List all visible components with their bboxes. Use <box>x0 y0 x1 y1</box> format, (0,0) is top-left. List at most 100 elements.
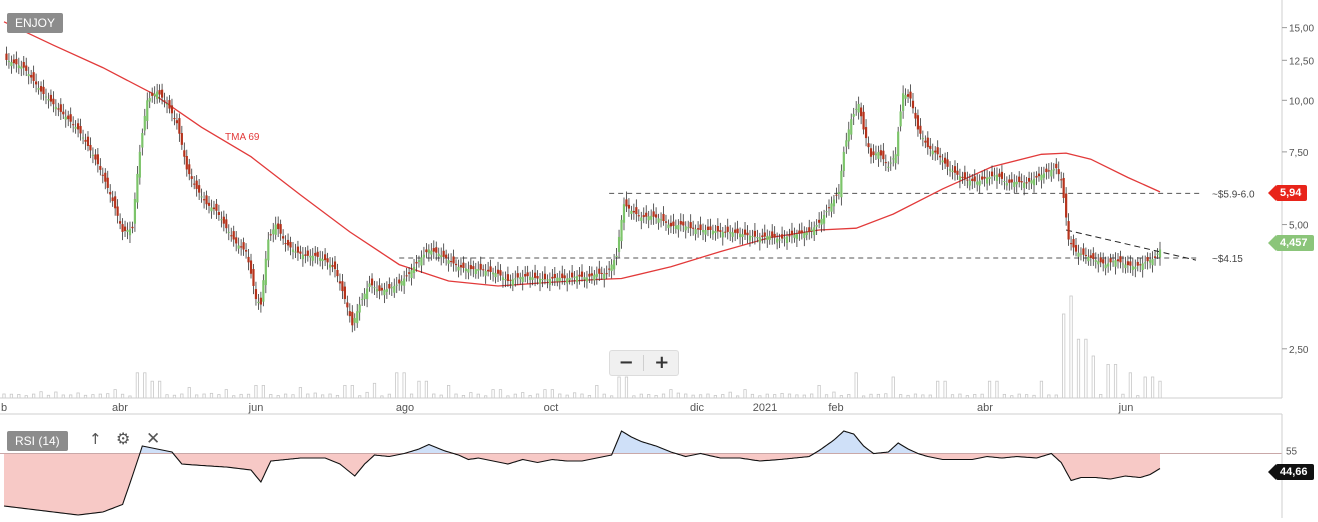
candle-body <box>657 218 660 223</box>
ma-label: TMA 69 <box>225 132 260 143</box>
candle-body <box>188 164 191 175</box>
candle-body <box>326 258 329 263</box>
candle-body <box>314 252 317 256</box>
arrow-up-icon[interactable]: ↑ <box>89 430 102 448</box>
candle-body <box>936 147 939 155</box>
volume-bar <box>899 394 903 399</box>
candle-body <box>148 98 151 102</box>
candle-body <box>143 115 146 131</box>
candle-body <box>37 87 40 90</box>
candle-body <box>850 119 853 135</box>
candle-body <box>877 151 880 159</box>
volume-bar <box>639 393 643 399</box>
candle-body <box>758 237 761 243</box>
candle-body <box>1032 178 1036 186</box>
candle-body <box>921 138 924 140</box>
volume-bar <box>973 394 977 399</box>
candle-body <box>1027 177 1031 182</box>
candle-body <box>425 249 428 253</box>
candle-body <box>15 58 18 65</box>
candle-body <box>939 155 942 158</box>
candle-body <box>390 287 393 289</box>
candle-body <box>620 219 623 242</box>
volume-bar <box>209 392 214 399</box>
y-tick-label: 5,00 <box>1289 221 1309 232</box>
volume-bar <box>298 387 303 399</box>
candle-body <box>682 221 685 226</box>
candle-body <box>558 277 561 282</box>
candle-body <box>563 275 566 279</box>
candle-body <box>832 199 836 207</box>
candle-body <box>156 91 159 100</box>
candle-body <box>988 176 991 180</box>
volume-bar <box>395 372 399 399</box>
volume-bar <box>202 393 206 399</box>
candle-body <box>249 260 253 274</box>
candle-body <box>378 285 381 292</box>
candle-body <box>906 94 910 97</box>
candle-body <box>1131 266 1134 271</box>
candle-body <box>669 222 673 227</box>
candle-body <box>573 276 576 278</box>
gear-icon[interactable]: ⚙ <box>116 429 131 448</box>
candle-body <box>272 229 275 235</box>
candle-body <box>430 250 433 255</box>
candle-body <box>193 183 196 185</box>
candle-body <box>790 230 794 236</box>
candle-body <box>89 144 92 151</box>
zoom-in-button[interactable]: + <box>654 352 670 373</box>
volume-bar <box>32 393 36 399</box>
volume-bar <box>158 380 162 399</box>
candle-body <box>701 230 705 233</box>
candle-body <box>343 286 346 300</box>
candle-body <box>165 103 169 106</box>
candle-body <box>798 230 801 234</box>
candle-body <box>911 100 915 109</box>
candle-body <box>1146 257 1149 262</box>
candle-body <box>627 204 631 209</box>
candle-body <box>269 234 272 236</box>
candle-body <box>7 61 11 63</box>
candle-body <box>449 261 453 263</box>
candle-body <box>235 237 238 244</box>
volume-bar <box>728 391 732 399</box>
candle-body <box>1069 243 1073 245</box>
candle-body <box>286 239 290 246</box>
candle-body <box>101 174 104 176</box>
candle-body <box>640 217 643 221</box>
candle-body <box>190 176 193 179</box>
candle-body <box>442 250 445 257</box>
candle-body <box>538 278 542 284</box>
candle-body <box>998 173 1001 177</box>
last-price-flag: 4,457 <box>1268 235 1314 251</box>
candle-body <box>966 179 969 181</box>
zoom-out-button[interactable]: − <box>618 352 634 373</box>
candle-body <box>721 231 724 238</box>
volume-bar <box>91 394 95 399</box>
candle-body <box>575 276 579 283</box>
candle-body <box>776 238 779 243</box>
candle-body <box>566 278 569 284</box>
candle-body <box>771 231 774 237</box>
candle-body <box>783 237 786 239</box>
candle-body <box>207 202 211 206</box>
volume-bar <box>106 393 110 399</box>
volume-bar <box>409 393 414 399</box>
candle-body <box>5 53 8 60</box>
candle-body <box>830 203 833 212</box>
candle-body <box>622 204 626 223</box>
candle-body <box>902 93 905 111</box>
candle-body <box>328 264 332 268</box>
candle-body <box>338 281 342 284</box>
candle-body <box>257 301 260 304</box>
volume-bar <box>261 384 265 399</box>
candle-body <box>761 235 764 238</box>
candle-body <box>983 176 986 179</box>
candle-body <box>862 111 865 130</box>
candle-body <box>729 231 732 234</box>
rsi-label[interactable]: RSI (14) <box>7 431 68 451</box>
candle-body <box>1020 181 1023 183</box>
close-icon[interactable]: ✕ <box>146 429 161 449</box>
candle-body <box>976 181 979 185</box>
